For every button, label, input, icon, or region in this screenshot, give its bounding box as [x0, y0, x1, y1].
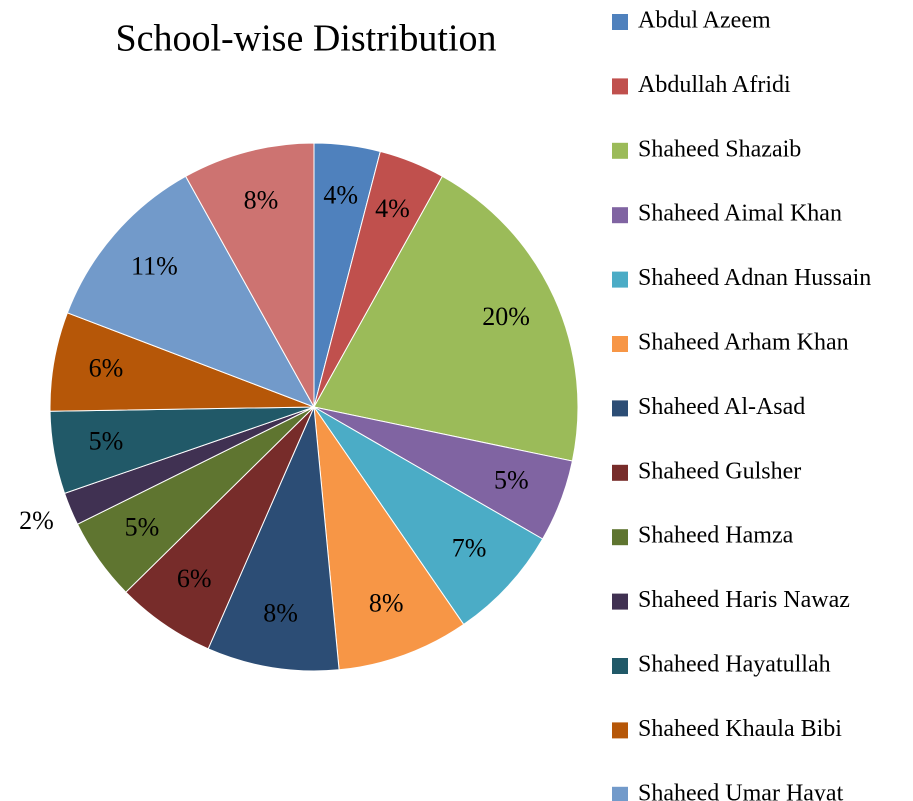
legend-label: Shaheed Khaula Bibi — [638, 716, 842, 742]
pie-slice — [313, 405, 465, 671]
legend-swatch — [612, 336, 628, 352]
data-label: 6% — [177, 564, 212, 593]
legend-label: Shaheed Umar Hayat — [638, 780, 844, 801]
pie-slice — [313, 175, 579, 462]
legend-swatch — [612, 529, 628, 546]
pie-slice — [207, 405, 340, 672]
data-label: 7% — [452, 533, 487, 562]
data-label: 11% — [131, 252, 178, 281]
data-label: 20% — [482, 302, 530, 331]
legend-label: Shaheed Hayatullah — [638, 652, 831, 678]
legend-swatch — [612, 786, 628, 801]
legend-swatch — [612, 207, 628, 224]
data-label: 4% — [323, 180, 358, 209]
legend-swatch — [612, 722, 628, 739]
data-label: 4% — [375, 194, 410, 223]
data-label: 6% — [89, 353, 124, 382]
legend-label: Shaheed Gulsher — [638, 458, 801, 484]
legend-swatch — [612, 400, 628, 417]
legend-label: Shaheed Aimal Khan — [638, 201, 842, 227]
legend-label: Shaheed Adnan Hussain — [638, 265, 871, 291]
pie-slice — [184, 142, 315, 409]
data-label: 8% — [244, 186, 279, 215]
legend-label: Shaheed Haris Nawaz — [638, 587, 850, 613]
legend-swatch — [612, 593, 628, 610]
legend-swatch — [612, 271, 628, 288]
pie-slice — [66, 175, 316, 408]
data-label: 5% — [494, 465, 529, 494]
legend-swatch — [612, 78, 628, 95]
pie-slice — [313, 406, 544, 626]
data-label: 2% — [19, 506, 54, 535]
data-label: 8% — [369, 588, 404, 617]
legend-swatch — [612, 142, 628, 159]
legend-label: Shaheed Arham Khan — [638, 330, 849, 356]
data-label: 5% — [89, 427, 124, 456]
data-label: 8% — [263, 599, 298, 628]
legend-swatch — [612, 658, 628, 674]
legend-swatch — [612, 464, 628, 481]
legend-label: Shaheed Shazaib — [638, 136, 801, 162]
legend-swatch — [612, 14, 628, 30]
data-label: 5% — [125, 512, 160, 541]
chart-title: School-wise Distribution — [115, 18, 496, 60]
legend-label: Shaheed Hamza — [638, 523, 794, 549]
legend-label: Abdul Azeem — [638, 8, 771, 34]
legend-label: Abdullah Afridi — [638, 72, 791, 98]
legend-label: Shaheed Al-Asad — [638, 394, 805, 420]
